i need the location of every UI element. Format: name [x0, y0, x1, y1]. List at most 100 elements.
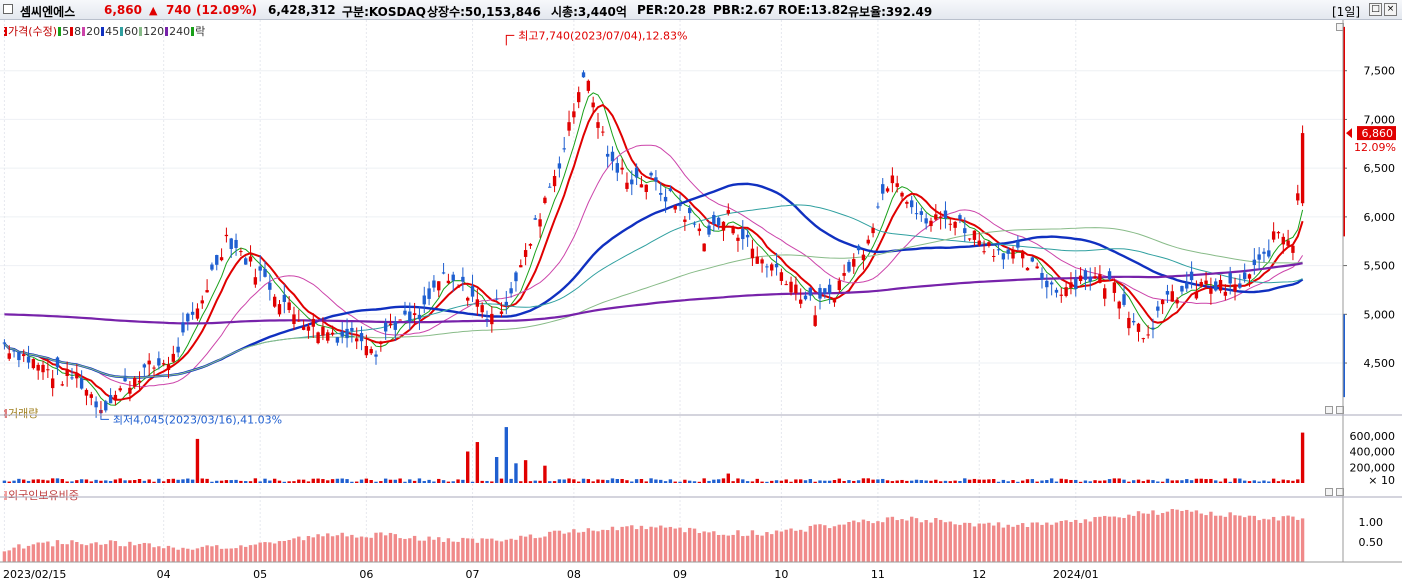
candle-body — [137, 380, 142, 383]
volume-bar — [992, 478, 996, 483]
pbr-label: PBR:2.67 — [713, 3, 775, 17]
foreign-bar — [1175, 509, 1179, 562]
candle-body — [601, 131, 605, 133]
x-tick-label: 11 — [871, 568, 885, 581]
foreign-bar — [195, 548, 200, 562]
volume-bar — [784, 479, 788, 483]
foreign-tick-label: 1.00 — [1359, 516, 1384, 529]
period-button[interactable]: [1일] — [1332, 5, 1361, 19]
volume-bar — [601, 479, 605, 483]
foreign-bar — [615, 530, 619, 562]
volume-bar — [215, 480, 219, 483]
foreign-bar — [379, 532, 383, 562]
foreign-bar — [446, 538, 451, 562]
candle-body — [1035, 266, 1039, 269]
foreign-legend: 외국인보유비중 — [4, 487, 80, 503]
volume-bar — [388, 479, 393, 483]
candle-body — [1252, 259, 1257, 266]
volume-tick-label: 400,000 — [1350, 446, 1396, 459]
maximize-button[interactable]: □ — [1369, 3, 1382, 16]
candle-body — [50, 378, 55, 389]
candle-body — [610, 151, 615, 162]
candle-body — [219, 257, 224, 261]
foreign-bar — [1020, 523, 1025, 562]
candle-body — [1204, 280, 1208, 284]
candle-body — [668, 188, 673, 191]
candle-body — [707, 225, 711, 235]
volume-bar — [475, 442, 480, 483]
volume-bar — [26, 480, 31, 483]
foreign-bar — [1035, 522, 1039, 562]
candle-body — [1146, 334, 1150, 336]
candle-body — [1247, 274, 1252, 279]
foreign-bar — [200, 546, 204, 562]
foreign-bar — [504, 539, 508, 562]
foreign-bar — [137, 543, 142, 562]
candle-body — [215, 255, 219, 265]
candle-body — [437, 281, 441, 291]
volume-bar — [808, 479, 813, 483]
foreign-bar — [1001, 527, 1006, 562]
volume-bar — [654, 479, 658, 483]
foreign-bar — [639, 525, 644, 562]
candle-body — [142, 364, 147, 368]
foreign-bar — [557, 530, 562, 562]
candle-body — [1011, 249, 1015, 259]
candle-body — [736, 237, 740, 241]
candle-body — [562, 148, 566, 150]
volume-bar — [446, 481, 451, 483]
foreign-bar — [244, 546, 248, 562]
volume-bar — [398, 478, 402, 483]
foreign-bar — [181, 547, 185, 562]
stock-chart[interactable]: 7,500 7,000 6,500 6,000 5,500 5,000 4,500 6,860… — [0, 20, 1402, 582]
volume-bar — [128, 480, 132, 483]
volume-bar — [1214, 480, 1218, 483]
panel-minimize-button[interactable] — [1325, 406, 1333, 414]
candle-body — [79, 378, 84, 389]
candle-body — [688, 207, 692, 214]
candle-body — [745, 234, 750, 238]
legend-swatch — [101, 27, 105, 36]
foreign-bar — [1281, 516, 1285, 562]
volume-bar — [219, 480, 224, 483]
candle-body — [480, 305, 484, 313]
volume-bar — [1093, 480, 1097, 483]
volume-bar — [142, 480, 147, 483]
close-button[interactable]: × — [1384, 3, 1397, 16]
candle-body — [171, 353, 176, 362]
foreign-bar — [760, 535, 764, 562]
candle-body — [1136, 323, 1141, 332]
foreign-bar — [403, 538, 407, 562]
candle-body — [900, 192, 904, 197]
volume-bar — [832, 480, 837, 483]
high-marker-arrow-icon — [505, 34, 515, 46]
checkbox-icon[interactable] — [3, 4, 13, 14]
foreign-bar — [750, 530, 755, 562]
candle-body — [17, 351, 21, 361]
foreign-bar — [1146, 513, 1150, 562]
foreign-bar — [1136, 511, 1141, 562]
panel-minimize-button[interactable] — [1325, 488, 1333, 496]
foreign-bar — [1242, 517, 1247, 562]
foreign-bar — [688, 527, 692, 562]
foreign-bar — [1262, 518, 1266, 562]
foreign-bar — [827, 528, 832, 562]
volume-bar — [977, 479, 981, 483]
volume-bar — [548, 481, 552, 483]
candle-body — [1016, 241, 1020, 248]
x-tick-label: 06 — [359, 568, 373, 581]
foreign-bar — [741, 536, 745, 562]
foreign-bar — [697, 533, 702, 562]
stock-name[interactable]: 셈씨엔에스 — [20, 5, 76, 19]
candle-body — [1045, 280, 1049, 288]
volume-bar — [94, 479, 98, 483]
candle-body — [1233, 285, 1237, 292]
candle-body — [1291, 245, 1295, 253]
candle-body — [408, 311, 412, 322]
volume-bar — [451, 481, 455, 483]
volume-bar — [866, 478, 870, 483]
legend-label: 60 — [124, 25, 139, 38]
volume-bar — [137, 478, 142, 483]
candle-body — [905, 201, 909, 204]
volume-bar — [716, 479, 721, 483]
